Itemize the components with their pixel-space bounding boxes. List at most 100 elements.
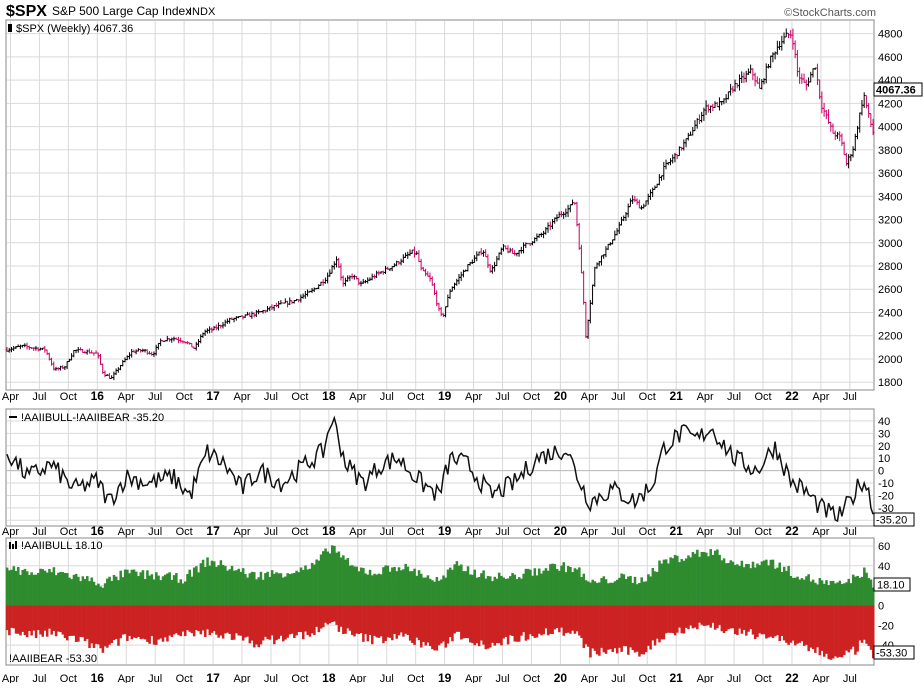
bear-bar: [820, 605, 824, 651]
bear-bar: [70, 605, 73, 636]
x-tick-label: Oct: [60, 673, 77, 683]
bull-bar: [143, 578, 147, 606]
bear-bar: [319, 605, 323, 629]
bull-bar: [12, 566, 16, 606]
bear-bar: [711, 605, 715, 623]
bear-bar: [14, 605, 18, 634]
bear-bar: [524, 605, 528, 641]
bear-bar: [128, 605, 131, 636]
bull-bar: [702, 551, 706, 606]
bear-bar: [745, 605, 748, 636]
bear-bar: [255, 605, 258, 645]
bear-bar: [241, 605, 245, 641]
bear-bar: [858, 605, 862, 641]
bear-bar: [769, 605, 773, 637]
bear-bar: [411, 605, 414, 643]
bear-bar: [729, 605, 733, 629]
bull-bar: [259, 571, 263, 606]
x-tick-label: 18: [322, 389, 336, 403]
bear-bar: [591, 605, 594, 649]
bull-bar: [785, 570, 788, 606]
bear-bar: [426, 605, 430, 643]
bear-bar: [123, 605, 127, 635]
bear-bar: [671, 605, 675, 634]
bear-bar: [475, 605, 479, 644]
bear-last-value-tag: -53.30: [873, 645, 915, 660]
x-tick-label: Apr: [581, 391, 598, 403]
price-bar: [208, 326, 212, 334]
price-bar: [156, 342, 160, 350]
x-tick-label: Oct: [639, 526, 656, 538]
spread-legend: !AAIIBULL-!AAIIBEAR -35.20: [9, 412, 164, 424]
price-bar: [622, 215, 626, 222]
bear-bar: [186, 605, 189, 631]
bear-bar: [119, 605, 122, 639]
y-axes: 1800200022002400260028003000320034003600…: [878, 29, 902, 653]
bull-bar: [680, 559, 684, 606]
bull-bar: [328, 553, 332, 606]
price-bar: [417, 250, 421, 263]
bull-bar: [224, 565, 227, 606]
bull-bar: [733, 564, 737, 606]
bull-bar: [651, 568, 655, 606]
spread-last-value-tag: -35.20: [873, 512, 915, 527]
bull-bar: [41, 569, 45, 606]
x-tick-label: Jul: [264, 391, 278, 403]
bear-bar: [480, 605, 483, 641]
bull-bar: [769, 559, 773, 606]
x-tick-label: Oct: [291, 391, 308, 403]
bear-bar: [103, 605, 107, 647]
bull-bar: [796, 576, 799, 606]
bear-bar: [845, 605, 848, 651]
bull-bar: [524, 568, 528, 606]
bull-bar: [765, 559, 768, 606]
bear-bar: [546, 605, 550, 636]
x-tick-label: Oct: [754, 526, 771, 538]
bull-bar: [290, 573, 294, 606]
bear-bar: [54, 605, 58, 637]
bull-bar: [86, 576, 89, 606]
bear-bar: [197, 605, 200, 632]
bear-bar: [725, 605, 728, 632]
index-name: S&P 500 Large Cap Index: [52, 4, 191, 18]
bear-bar: [493, 605, 497, 646]
x-tick-label: 21: [670, 389, 684, 403]
bull-bar: [794, 577, 797, 606]
bull-bar: [239, 571, 243, 606]
bull-bar: [751, 561, 755, 606]
bear-bar: [571, 605, 574, 631]
bull-bar: [399, 570, 403, 606]
bull-bar: [506, 578, 510, 606]
bull-last-value: 18.10: [877, 580, 905, 592]
bull-bar: [446, 569, 450, 606]
price-bar: [811, 68, 815, 78]
bull-bar: [195, 566, 198, 606]
bear-bar: [564, 605, 568, 634]
bear-bar: [108, 605, 111, 645]
bull-bar: [19, 574, 22, 606]
bull-bar: [219, 560, 223, 606]
bear-bar: [206, 605, 209, 630]
bear-bar: [92, 605, 96, 648]
x-tick-label: Jul: [380, 391, 394, 403]
bull-bar: [656, 571, 659, 606]
bull-bear-bars: [5, 545, 875, 660]
bull-bar: [48, 568, 51, 606]
price-bar: [399, 258, 403, 266]
bear-bar: [751, 605, 755, 635]
bull-bar: [83, 579, 87, 606]
bear-bar: [63, 605, 67, 639]
bull-bar: [451, 569, 454, 606]
bull-bar: [221, 565, 225, 606]
bull-bar: [526, 568, 530, 606]
bull-bar: [860, 576, 864, 606]
bear-bar: [177, 605, 180, 636]
x-tick-label: Jul: [727, 391, 741, 403]
bull-bar: [235, 570, 238, 606]
bear-bar: [195, 605, 198, 631]
y-tick-label: -20: [878, 620, 894, 632]
bull-bar: [829, 581, 833, 606]
bull-bar: [515, 579, 519, 606]
bear-bar: [515, 605, 519, 642]
